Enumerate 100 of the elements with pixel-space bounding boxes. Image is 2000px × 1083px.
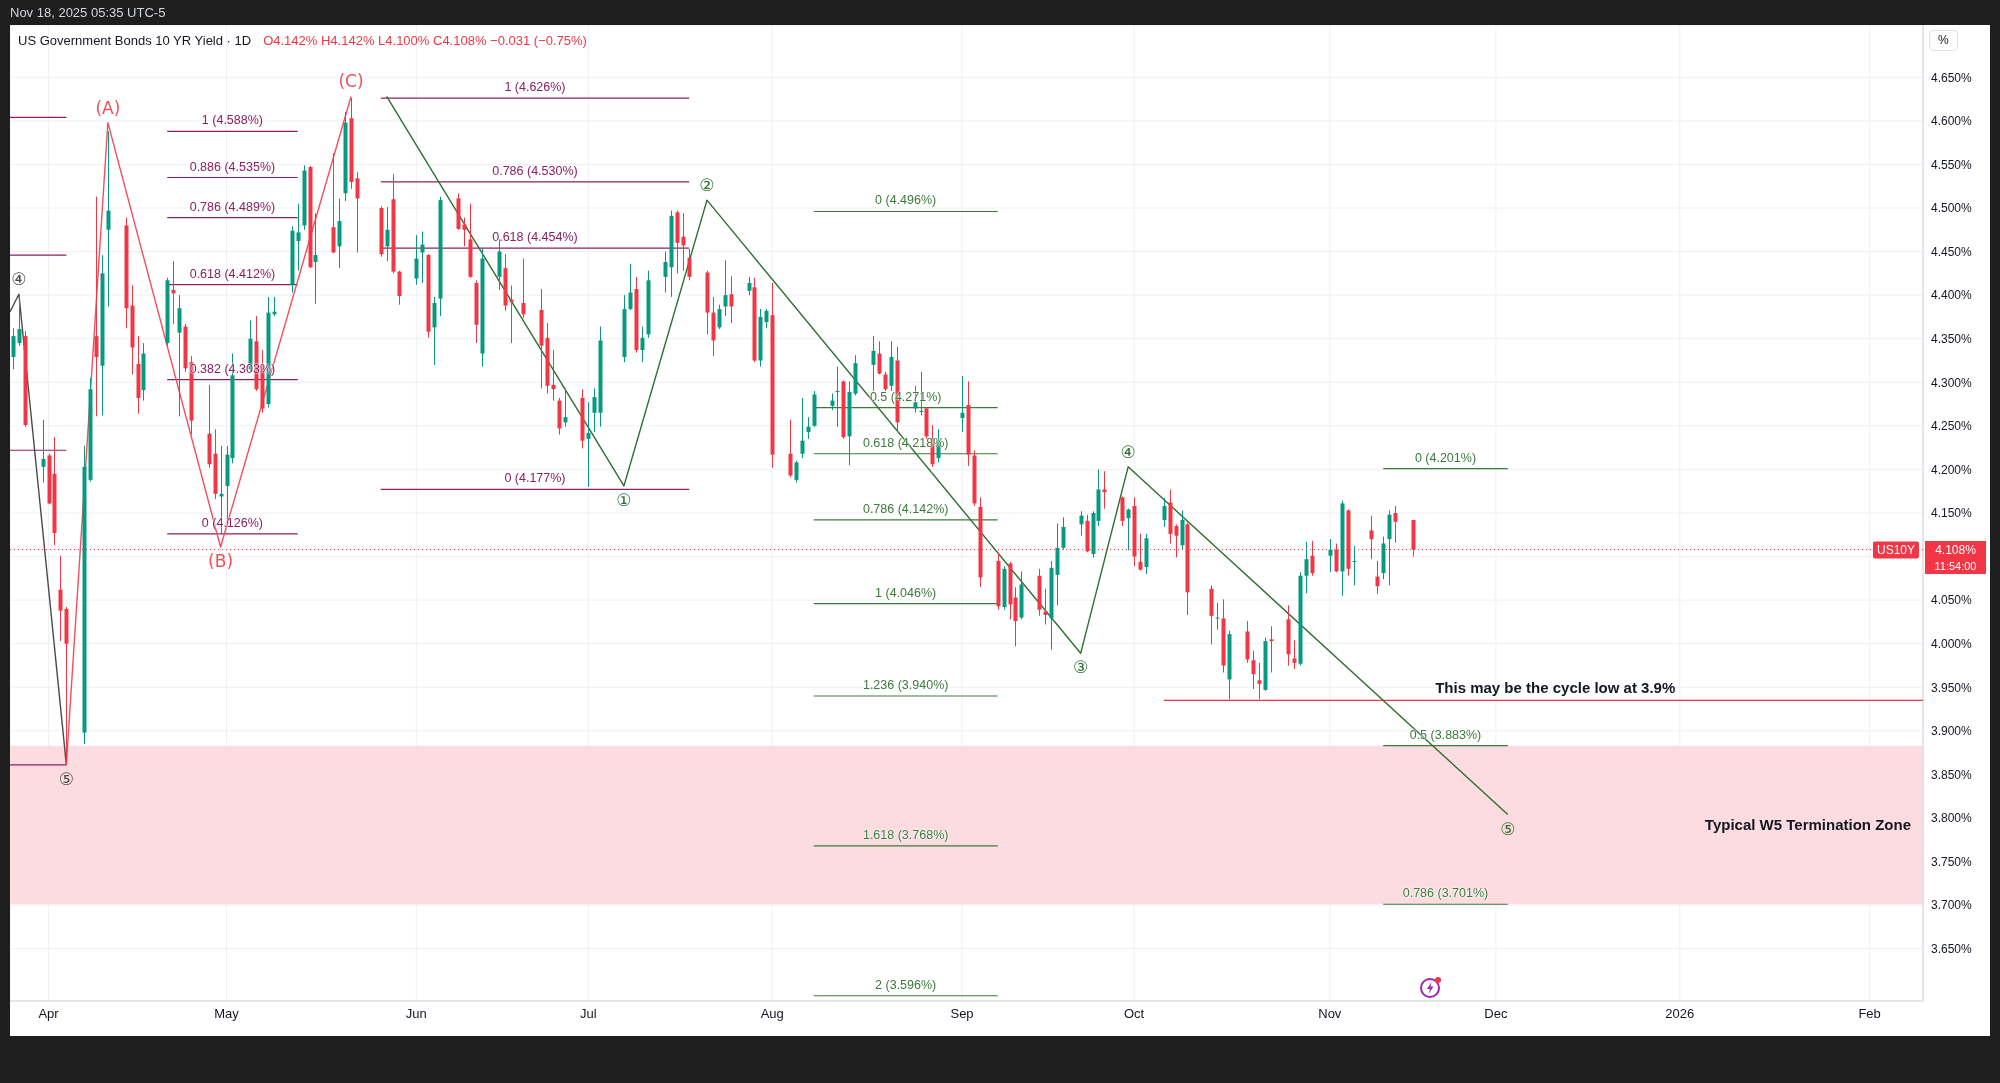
series-label: 1.236 (3.940%)	[862, 678, 949, 693]
candlestick	[628, 263, 633, 311]
data-label: (B)	[208, 550, 234, 571]
y-tick-label: 3.850%	[1931, 767, 1973, 782]
y-tick-label: 4.400%	[1931, 288, 1973, 303]
text: Nov 18, 2025 05:35 UTC-5	[10, 5, 166, 20]
y-tick-label: 4.250%	[1931, 419, 1973, 434]
series-label: 0.618 (4.454%)	[492, 230, 578, 246]
candlestick	[806, 416, 811, 440]
data-label: ⑤	[1500, 818, 1516, 839]
y-tick-label: 4.550%	[1931, 157, 1973, 172]
candlestick	[414, 234, 419, 286]
candlestick	[313, 212, 318, 305]
candlestick	[420, 231, 425, 284]
y-tick-label: 4.150%	[1931, 506, 1973, 521]
candlestick	[687, 248, 692, 281]
text: US Government Bonds 10 YR Yield · 1D	[18, 33, 252, 48]
text: 4.108%	[1925, 540, 1986, 559]
series-label: 1 (4.588%)	[201, 113, 264, 129]
y-tick-label: 4.000%	[1931, 636, 1973, 651]
y-tick-label: 4.200%	[1931, 462, 1973, 477]
y-tick-label: 3.650%	[1931, 941, 1973, 956]
data-label: ⑤	[58, 768, 74, 789]
y-tick-label: 4.650%	[1931, 70, 1973, 85]
candlestick	[764, 308, 769, 329]
candlestick	[1269, 625, 1274, 673]
x-tick-label: May	[214, 1006, 240, 1022]
y-tick-label: 4.300%	[1931, 375, 1973, 390]
y-axis-title: %	[1929, 30, 1958, 51]
candlestick	[681, 212, 686, 272]
candlestick	[640, 326, 645, 363]
x-tick-label: Jul	[580, 1006, 597, 1022]
candlestick	[794, 460, 799, 483]
candlestick	[717, 304, 722, 330]
candlestick	[1328, 538, 1333, 573]
candlestick	[663, 251, 668, 294]
candlestick	[883, 371, 888, 392]
data-label: ②	[699, 175, 715, 196]
y-tick-label: 3.950%	[1931, 680, 1973, 695]
text: O4.142% H4.142% L4.100% C4.108% −0.031 (−0.75%)	[263, 33, 587, 48]
series-label: 0.786 (4.530%)	[492, 163, 578, 179]
x-tick-label: Sep	[950, 1006, 974, 1022]
candlestick	[355, 171, 360, 253]
y-tick-label: 3.750%	[1931, 854, 1973, 869]
y-tick-label: 3.700%	[1931, 898, 1973, 913]
y-tick-label: 4.050%	[1931, 593, 1973, 608]
candlestick	[877, 340, 882, 375]
x-tick-label: Nov	[1318, 1006, 1342, 1022]
candlestick	[385, 206, 390, 262]
x-tick-label: Oct	[1123, 1006, 1145, 1022]
ref-line-label: US10Y	[1872, 541, 1919, 559]
x-tick-label: Aug	[760, 1006, 784, 1022]
candlestick	[1043, 588, 1048, 626]
data-label: ③	[1073, 657, 1089, 678]
candlestick	[723, 259, 728, 317]
candlestick	[1251, 650, 1256, 690]
candlestick	[41, 419, 46, 483]
candlestick	[592, 387, 597, 433]
series-label: 1 (4.046%)	[875, 585, 937, 601]
candlestick	[563, 387, 568, 428]
y-tick-label: 4.350%	[1931, 331, 1973, 346]
x-tick-label: Dec	[1484, 1006, 1508, 1022]
candlestick	[729, 275, 734, 324]
candlestick	[1061, 516, 1066, 551]
candlestick	[462, 217, 467, 247]
candlestick	[106, 130, 111, 307]
candlestick	[296, 203, 301, 272]
series-label: 0.786 (4.142%)	[862, 501, 949, 517]
candlestick	[788, 419, 793, 478]
candlestick	[58, 555, 63, 642]
candlestick	[1102, 470, 1107, 510]
candlestick	[1304, 541, 1309, 594]
series-label: 0 (4.201%)	[1414, 450, 1477, 466]
candlestick	[800, 397, 805, 459]
candlestick	[1162, 497, 1167, 528]
candlestick	[586, 401, 591, 488]
y-tick-label: 3.900%	[1931, 724, 1973, 739]
candlestick	[835, 366, 840, 428]
x-tick-label: Jun	[405, 1006, 427, 1022]
candlestick	[747, 276, 752, 296]
data-label: (A)	[95, 97, 121, 118]
series-label: 0.886 (4.535%)	[189, 159, 276, 175]
band-label: Typical W5 Termination Zone	[1704, 815, 1911, 834]
candlestick	[871, 335, 876, 392]
series-label: 0.786 (4.489%)	[189, 199, 276, 215]
series-label: 0 (4.496%)	[875, 193, 937, 209]
data-label: ①	[616, 489, 632, 510]
candlestick	[1215, 602, 1220, 631]
candlestick	[94, 196, 99, 417]
candlestick	[1120, 495, 1125, 527]
annotation: This may be the cycle low at 3.9%	[1435, 679, 1676, 698]
candlestick	[1352, 545, 1357, 586]
y-tick-label: 4.500%	[1931, 201, 1973, 216]
series-label: 1 (4.626%)	[504, 80, 566, 96]
candlestick	[551, 349, 556, 402]
x-tick-label: 2026	[1665, 1006, 1695, 1022]
candlestick	[11, 327, 16, 370]
candlestick	[1292, 639, 1297, 670]
candlestick	[521, 258, 526, 319]
candlestick	[960, 375, 965, 433]
